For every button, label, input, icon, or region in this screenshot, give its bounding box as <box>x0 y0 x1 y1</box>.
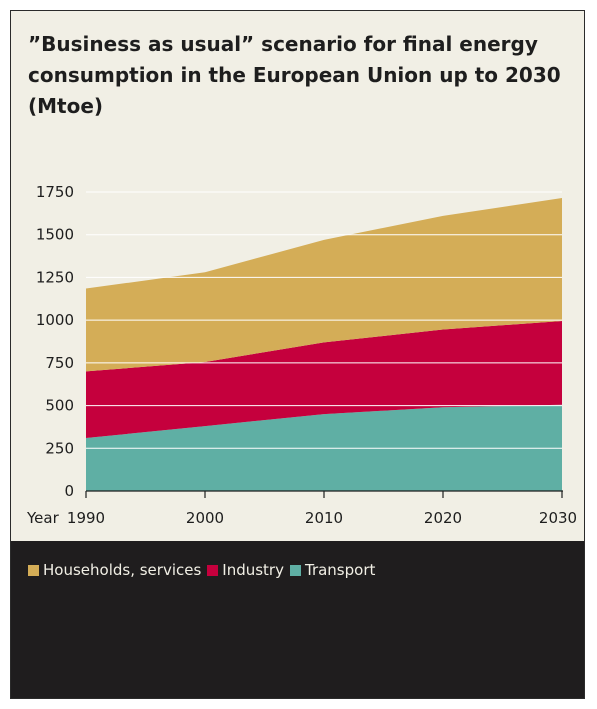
legend-item: Households, services <box>28 561 201 579</box>
x-axis-prefix: Year <box>26 509 60 527</box>
y-tick-label: 1500 <box>36 226 74 244</box>
legend-item: Industry <box>207 561 284 579</box>
y-tick-label: 500 <box>45 397 74 415</box>
legend-label: Transport <box>304 561 376 579</box>
area-series-industry <box>86 320 562 439</box>
x-tick-label: 2010 <box>305 509 343 527</box>
legend-label: Industry <box>222 561 284 579</box>
legend-swatch <box>289 564 301 576</box>
y-tick-label: 1250 <box>36 268 74 286</box>
legend-swatch <box>207 564 219 576</box>
y-tick-label: 0 <box>64 482 74 500</box>
chart-title: ”Business as usual” scenario for final e… <box>28 32 561 118</box>
area-series-households-services <box>86 197 562 372</box>
y-tick-label: 250 <box>45 439 74 457</box>
x-tick-label: 2030 <box>539 509 577 527</box>
legend-swatch <box>28 564 39 576</box>
chart-frame: ”Business as usual” scenario for final e… <box>10 10 585 699</box>
legend-panel: Households, services Industry Transport <box>11 541 584 698</box>
area-chart: 0 250 500 750 1000 1250 1500 1750 1990 2000 2010 20… <box>26 183 577 527</box>
legend-item: Transport <box>289 561 376 579</box>
legend: Households, services Industry Transport <box>28 561 381 579</box>
x-tick-label: 2020 <box>424 509 462 527</box>
x-tick-label: 1990 <box>67 509 105 527</box>
y-tick-label: 1750 <box>36 183 74 201</box>
legend-label: Households, services <box>43 561 202 579</box>
y-tick-label: 1000 <box>36 311 74 329</box>
x-tick-label: 2000 <box>186 509 224 527</box>
y-tick-label: 750 <box>45 354 74 372</box>
